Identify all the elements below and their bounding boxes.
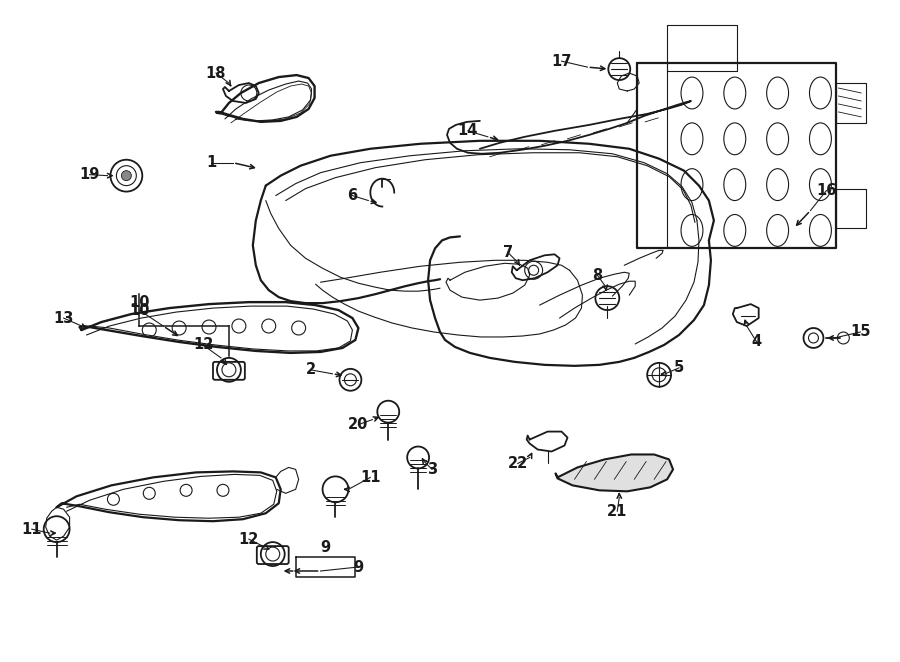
Text: 10: 10 xyxy=(129,303,149,318)
Text: 22: 22 xyxy=(508,456,527,471)
Text: 21: 21 xyxy=(608,504,627,519)
Circle shape xyxy=(122,171,131,181)
Text: 12: 12 xyxy=(238,532,259,547)
Text: 9: 9 xyxy=(320,540,330,555)
Text: 13: 13 xyxy=(53,310,74,326)
Text: 5: 5 xyxy=(674,360,684,375)
Text: 17: 17 xyxy=(552,54,572,69)
Text: 8: 8 xyxy=(592,267,602,283)
Text: 16: 16 xyxy=(816,183,837,198)
Text: 6: 6 xyxy=(347,188,357,203)
Text: 15: 15 xyxy=(850,324,870,340)
Text: 11: 11 xyxy=(360,470,381,485)
Text: 11: 11 xyxy=(22,522,42,537)
Text: 9: 9 xyxy=(354,559,364,575)
Text: 18: 18 xyxy=(206,66,226,81)
Text: 14: 14 xyxy=(458,123,478,138)
Text: 7: 7 xyxy=(503,245,513,260)
Text: 2: 2 xyxy=(305,362,316,377)
Text: 20: 20 xyxy=(348,417,369,432)
Text: 10: 10 xyxy=(129,295,149,310)
Text: 3: 3 xyxy=(427,462,437,477)
Text: 19: 19 xyxy=(79,167,100,182)
Text: 4: 4 xyxy=(752,334,761,350)
Text: 12: 12 xyxy=(193,338,213,352)
Text: 1: 1 xyxy=(206,155,216,170)
Polygon shape xyxy=(555,455,673,491)
